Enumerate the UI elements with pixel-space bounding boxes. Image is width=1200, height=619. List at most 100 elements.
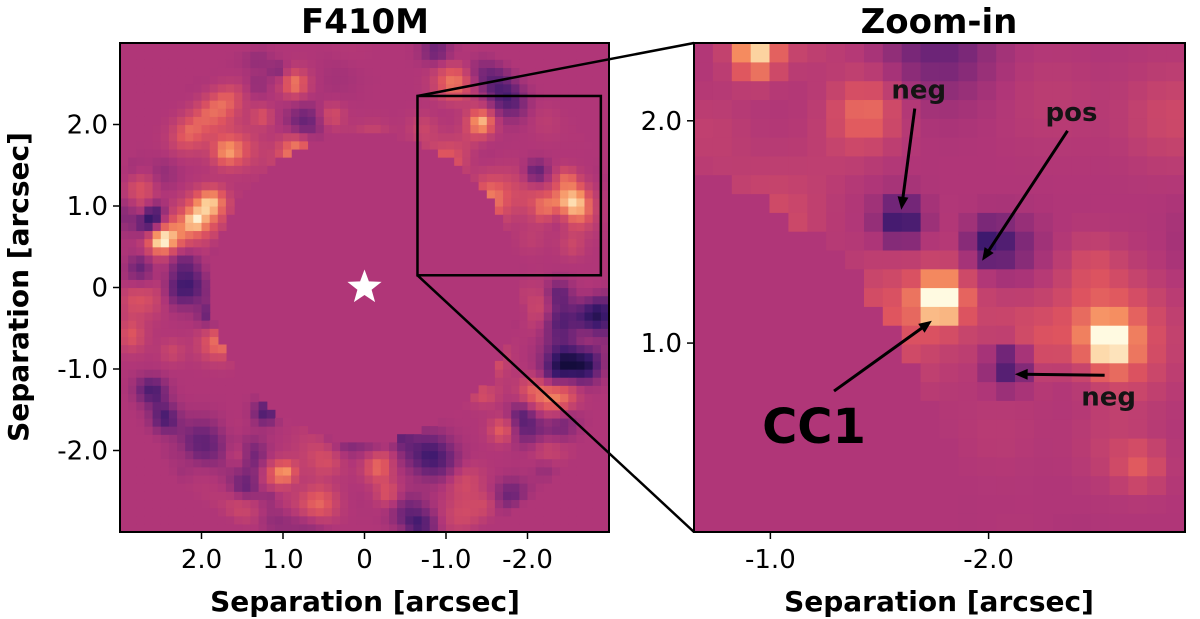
left-heatmap-cell bbox=[462, 523, 472, 533]
left-heatmap-cell bbox=[136, 483, 146, 492]
left-heatmap-cell bbox=[128, 491, 137, 501]
left-heatmap-cell bbox=[543, 75, 553, 85]
left-heatmap-cell bbox=[144, 385, 154, 395]
left-heatmap-cell bbox=[527, 124, 537, 134]
left-heatmap-cell bbox=[274, 426, 284, 435]
left-heatmap-cell bbox=[120, 51, 129, 60]
left-heatmap-cell bbox=[250, 474, 260, 484]
left-heatmap-cell bbox=[160, 246, 170, 256]
left-heatmap-cell bbox=[168, 181, 178, 191]
left-heatmap-cell bbox=[177, 116, 186, 126]
left-heatmap-cell bbox=[535, 344, 545, 354]
left-heatmap-cell bbox=[584, 51, 594, 60]
left-heatmap-cell bbox=[527, 59, 537, 69]
left-heatmap-cell bbox=[217, 491, 227, 501]
left-heatmap-cell bbox=[478, 499, 488, 509]
left-heatmap-cell bbox=[397, 466, 406, 476]
left-heatmap-cell bbox=[397, 483, 406, 492]
left-heatmap-cell bbox=[576, 344, 586, 354]
left-heatmap-cell bbox=[217, 352, 227, 362]
left-heatmap-cell bbox=[331, 466, 341, 476]
left-heatmap-cell bbox=[552, 140, 561, 150]
left-heatmap-cell bbox=[560, 360, 569, 370]
left-heatmap-cell bbox=[177, 230, 186, 240]
left-heatmap-cell bbox=[592, 401, 602, 411]
left-heatmap-cell bbox=[535, 230, 545, 240]
left-heatmap-cell bbox=[380, 43, 390, 52]
left-heatmap-cell bbox=[185, 181, 194, 191]
left-heatmap-cell bbox=[527, 254, 537, 264]
right-heatmap-cell bbox=[807, 212, 827, 232]
right-heatmap-cell bbox=[920, 231, 941, 251]
left-heatmap-cell bbox=[584, 320, 594, 329]
left-heatmap-cell bbox=[592, 206, 602, 215]
left-heatmap-cell bbox=[331, 442, 341, 452]
left-heatmap-cell bbox=[177, 377, 186, 386]
left-heatmap-cell bbox=[144, 238, 154, 248]
left-heatmap-cell bbox=[299, 515, 309, 525]
left-heatmap-cell bbox=[168, 369, 178, 378]
left-heatmap-cell bbox=[535, 328, 545, 338]
left-heatmap-cell bbox=[193, 409, 203, 419]
right-heatmap-cell bbox=[1033, 343, 1054, 364]
left-heatmap-cell bbox=[209, 458, 219, 468]
right-heatmap-cell bbox=[977, 61, 997, 82]
right-heatmap-cell bbox=[939, 268, 959, 289]
left-heatmap-cell bbox=[266, 450, 276, 460]
left-heatmap-cell bbox=[576, 352, 586, 362]
left-heatmap-cell bbox=[552, 385, 561, 395]
left-heatmap-cell bbox=[152, 206, 162, 215]
left-heatmap-cell bbox=[560, 442, 569, 452]
right-heatmap-cell bbox=[977, 494, 997, 514]
left-heatmap-cell bbox=[177, 450, 186, 460]
left-heatmap-cell bbox=[266, 83, 276, 93]
left-heatmap-cell bbox=[535, 491, 545, 501]
left-heatmap-cell bbox=[136, 360, 146, 370]
left-heatmap-cell bbox=[600, 279, 610, 289]
left-heatmap-cell bbox=[584, 67, 594, 77]
right-heatmap-cell bbox=[1071, 249, 1092, 270]
right-heatmap-cell bbox=[1071, 155, 1092, 176]
left-heatmap-cell bbox=[323, 499, 333, 509]
left-heatmap-cell bbox=[429, 499, 439, 509]
left-heatmap-cell bbox=[152, 116, 162, 126]
right-heatmap-cell bbox=[996, 268, 1016, 289]
right-heatmap-cell bbox=[1015, 43, 1035, 63]
right-heatmap-cell bbox=[1166, 80, 1186, 101]
left-heatmap-cell bbox=[250, 83, 260, 93]
left-heatmap-cell bbox=[209, 238, 219, 248]
left-heatmap-cell bbox=[144, 51, 154, 60]
right-heatmap-cell bbox=[996, 381, 1016, 401]
left-heatmap-cell bbox=[225, 393, 235, 403]
right-heatmap-cell bbox=[1128, 137, 1148, 157]
right-heatmap-cell bbox=[996, 513, 1016, 533]
left-heatmap-cell bbox=[152, 43, 162, 52]
left-heatmap-cell bbox=[331, 491, 341, 501]
left-heatmap-cell bbox=[380, 499, 390, 509]
left-heatmap-cell bbox=[470, 157, 480, 166]
left-heatmap-cell bbox=[503, 67, 512, 77]
left-heatmap-cell bbox=[405, 491, 415, 501]
left-heatmap-cell bbox=[291, 124, 300, 134]
left-heatmap-cell bbox=[486, 491, 496, 501]
right-heatmap-cell bbox=[1090, 212, 1111, 232]
left-heatmap-cell bbox=[152, 75, 162, 85]
left-heatmap-cell bbox=[421, 132, 431, 142]
left-heatmap-cell bbox=[283, 507, 292, 517]
left-heatmap-cell bbox=[584, 83, 594, 93]
left-heatmap-cell bbox=[217, 148, 227, 158]
left-heatmap-cell bbox=[315, 116, 325, 126]
left-heatmap-cell bbox=[120, 263, 129, 272]
left-heatmap-cell bbox=[364, 108, 374, 117]
left-heatmap-cell bbox=[274, 442, 284, 452]
left-heatmap-cell bbox=[168, 148, 178, 158]
left-heatmap-cell bbox=[160, 263, 170, 272]
left-heatmap-cell bbox=[397, 458, 406, 468]
left-heatmap-cell bbox=[356, 75, 366, 85]
left-heatmap-cell bbox=[201, 51, 211, 60]
star-marker bbox=[347, 269, 382, 303]
left-heatmap-cell bbox=[242, 474, 252, 484]
right-heatmap-cell bbox=[977, 400, 997, 420]
left-heatmap-cell bbox=[527, 352, 537, 362]
left-heatmap-cell bbox=[535, 295, 545, 305]
